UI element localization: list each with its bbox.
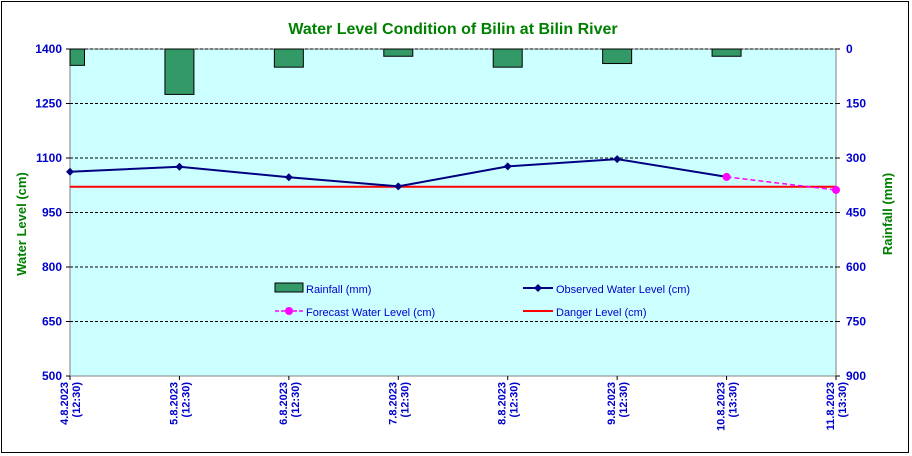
left-tick-label: 500 bbox=[42, 369, 62, 383]
x-tick-label: 8.8.2023 (12:30) bbox=[497, 382, 521, 425]
x-tick-label: 9.8.2023 (12:30) bbox=[606, 382, 630, 425]
y-axis-title-right: Rainfall (mm) bbox=[880, 173, 895, 255]
x-tick-date: 11.8.2023 bbox=[825, 382, 837, 430]
legend-rainfall-label: Rainfall (mm) bbox=[306, 284, 371, 296]
left-axis-ticks: 500 650 800 950 1100 1250 1400 bbox=[35, 42, 70, 383]
forecast-water-level-line bbox=[726, 176, 837, 191]
legend-forecast-label: Forecast Water Level (cm) bbox=[306, 307, 435, 319]
x-tick-time: (12:30) bbox=[180, 382, 192, 418]
right-tick-label: 300 bbox=[846, 151, 866, 165]
chart-title: Water Level Condition of Bilin at Bilin … bbox=[288, 21, 617, 38]
x-tick-time: (12:30) bbox=[71, 382, 83, 418]
forecast-point bbox=[832, 185, 840, 194]
x-tick-time: (12:30) bbox=[399, 382, 411, 418]
right-tick-label: 0 bbox=[846, 42, 853, 56]
legend-observed-marker bbox=[534, 284, 542, 292]
right-axis-ticks: 0 150 300 450 600 750 900 bbox=[836, 42, 866, 383]
right-tick-label: 750 bbox=[846, 315, 866, 329]
left-tick-label: 950 bbox=[42, 206, 62, 220]
right-tick-label: 450 bbox=[846, 206, 866, 220]
water-level-lines bbox=[66, 155, 840, 194]
rainfall-bar bbox=[711, 48, 742, 57]
observed-point bbox=[284, 173, 293, 182]
observed-point bbox=[394, 182, 403, 191]
x-tick-time: (12:30) bbox=[509, 382, 521, 418]
right-tick-label: 600 bbox=[846, 260, 866, 274]
left-tick-label: 1100 bbox=[36, 151, 62, 165]
legend-danger-label: Danger Level (cm) bbox=[556, 307, 646, 319]
forecast-point bbox=[722, 172, 731, 181]
left-tick-label: 800 bbox=[42, 260, 62, 274]
rainfall-bars bbox=[69, 48, 742, 95]
left-tick-label: 650 bbox=[42, 315, 62, 329]
y-axis-title-left: Water Level (cm) bbox=[14, 172, 29, 276]
x-axis-ticks: 4.8.2023 (12:30) 5.8.2023 (12:30) 6.8.2023 (1… bbox=[59, 376, 849, 431]
left-tick-label: 1250 bbox=[35, 97, 62, 111]
x-tick-label: 6.8.2023 (12:30) bbox=[278, 382, 302, 425]
legend: Rainfall (mm) Observed Water Level (cm) Fo… bbox=[274, 282, 690, 319]
x-tick-date: 6.8.2023 bbox=[278, 382, 290, 425]
rainfall-bar bbox=[492, 48, 523, 68]
right-tick-label: 150 bbox=[846, 97, 866, 111]
rainfall-bar bbox=[602, 48, 633, 65]
x-tick-date: 10.8.2023 bbox=[716, 382, 728, 431]
rainfall-bar bbox=[164, 48, 195, 95]
observed-point bbox=[613, 155, 622, 164]
legend-observed-label: Observed Water Level (cm) bbox=[556, 284, 690, 296]
right-tick-label: 900 bbox=[846, 369, 866, 383]
legend-forecast-marker bbox=[285, 307, 293, 315]
x-tick-label: 11.8.2023 (13:30) bbox=[825, 382, 849, 431]
x-tick-time: (12:30) bbox=[618, 382, 630, 418]
x-tick-date: 5.8.2023 bbox=[168, 382, 180, 425]
x-tick-label: 7.8.2023 (12:30) bbox=[387, 382, 411, 425]
left-tick-label: 1400 bbox=[35, 42, 62, 56]
rainfall-bar bbox=[383, 48, 414, 57]
x-tick-date: 8.8.2023 bbox=[497, 382, 509, 425]
legend-rainfall-swatch bbox=[274, 282, 304, 293]
observed-point bbox=[503, 162, 512, 171]
rainfall-bar bbox=[69, 48, 85, 66]
x-tick-time: (12:30) bbox=[290, 382, 302, 418]
rainfall-bar bbox=[273, 48, 304, 68]
observed-point bbox=[66, 167, 74, 176]
x-tick-date: 9.8.2023 bbox=[606, 382, 618, 425]
x-tick-label: 4.8.2023 (12:30) bbox=[59, 382, 83, 425]
x-tick-label: 10.8.2023 (13:30) bbox=[716, 382, 740, 431]
x-tick-date: 4.8.2023 bbox=[59, 382, 71, 425]
x-tick-date: 7.8.2023 bbox=[387, 382, 399, 425]
gridlines bbox=[70, 48, 836, 322]
x-tick-time: (13:30) bbox=[728, 382, 740, 418]
observed-point bbox=[175, 162, 184, 171]
x-tick-time: (13:30) bbox=[837, 382, 849, 418]
x-tick-label: 5.8.2023 (12:30) bbox=[168, 382, 192, 425]
